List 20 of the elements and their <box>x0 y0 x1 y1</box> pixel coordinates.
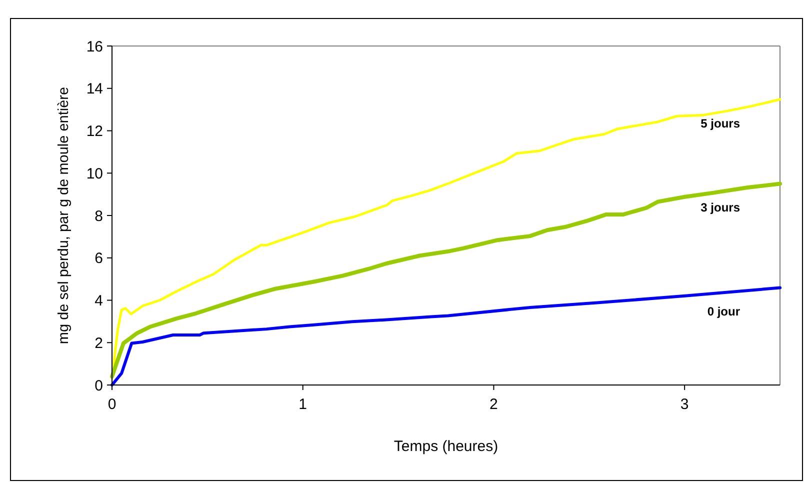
x-tick-label: 3 <box>680 396 689 413</box>
x-axis-title: Temps (heures) <box>394 438 498 455</box>
y-tick-label: 2 <box>94 334 103 352</box>
series-label: 5 jours <box>700 116 740 130</box>
y-tick-label: 4 <box>94 292 103 310</box>
x-tick-label: 0 <box>108 396 116 413</box>
series-label: 3 jours <box>700 200 740 215</box>
y-tick-label: 6 <box>94 250 103 268</box>
y-tick-label: 12 <box>86 123 103 140</box>
y-tick-label: 10 <box>86 165 103 182</box>
line-series <box>110 182 782 379</box>
x-tick-label: 1 <box>298 396 308 413</box>
line-series <box>110 98 782 380</box>
y-tick-label: 8 <box>94 208 103 225</box>
series-label: 0 jour <box>707 304 740 319</box>
x-tick-label: 2 <box>490 396 498 413</box>
y-axis-title: mg de sel perdu, par g de moule entière <box>56 86 72 344</box>
y-tick-label: 14 <box>86 80 103 98</box>
y-tick-label: 16 <box>86 38 103 56</box>
y-tick-label: 0 <box>94 377 103 394</box>
